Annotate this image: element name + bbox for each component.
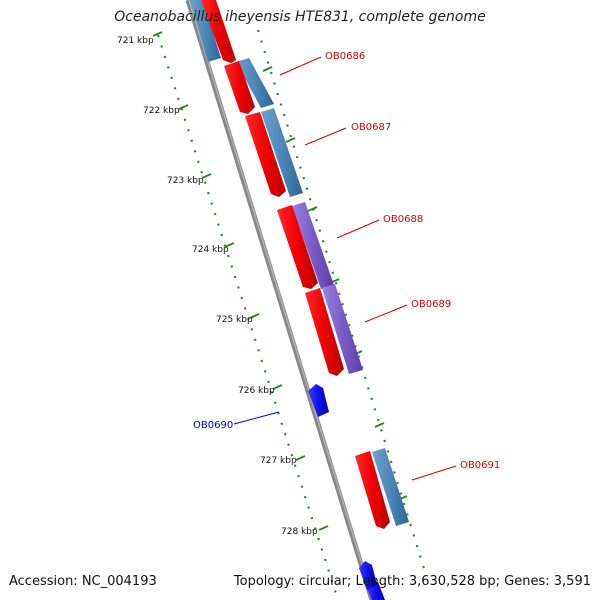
genome-backbone-highlight <box>188 0 374 600</box>
cog-bar-purple <box>292 202 334 289</box>
tick-label: 724 kbp <box>192 245 229 255</box>
gene-ob0686[interactable] <box>224 61 255 114</box>
tick-label: 722 kbp <box>143 106 180 116</box>
tick-label: 723 kbp <box>167 176 204 186</box>
gene-label-ob0691[interactable]: OB0691 <box>460 460 500 471</box>
genome-backbone <box>185 0 375 600</box>
cog-bar-steel <box>261 108 303 197</box>
gene-ob0688[interactable] <box>277 205 318 289</box>
gene-label-ob0689[interactable]: OB0689 <box>411 299 451 310</box>
genome-summary-text: Topology: circular; Length: 3,630,528 bp… <box>233 574 591 589</box>
scale-tick-labels: 721 kbp 722 kbp 723 kbp 724 kbp 725 kbp … <box>117 36 318 537</box>
cog-bar-purple <box>322 284 363 374</box>
tick-label: 726 kbp <box>238 386 275 396</box>
cog-bar-steel <box>236 58 274 108</box>
gene-ob0691[interactable] <box>355 451 390 529</box>
gene-ob0689[interactable] <box>305 288 344 376</box>
cds-track <box>201 0 390 529</box>
reverse-cds-track <box>308 384 377 590</box>
gene-labels: OB0686 OB0687 OB0688 OB0689 OB0690 OB069… <box>193 51 500 471</box>
map-title: Oceanobacillus iheyensis HTE831, complet… <box>114 9 486 25</box>
cog-track <box>190 0 409 600</box>
cog-bar-steel <box>190 0 221 62</box>
gene-label-ob0690[interactable]: OB0690 <box>193 420 233 431</box>
tick-label: 725 kbp <box>216 315 253 325</box>
inner-major-ticks <box>152 31 329 531</box>
gene-label-ob0688[interactable]: OB0688 <box>383 214 423 225</box>
tick-label: 721 kbp <box>117 36 154 46</box>
tick-label: 727 kbp <box>260 456 297 466</box>
gene-ob0690[interactable] <box>308 384 329 417</box>
gene-leader-lines <box>233 56 457 481</box>
accession-text: Accession: NC_004193 <box>9 574 157 589</box>
gene-ob0687[interactable] <box>245 112 286 197</box>
gene-label-ob0687[interactable]: OB0687 <box>351 122 391 133</box>
gene-ob0692-partial[interactable] <box>359 561 377 590</box>
cog-bar-steel <box>372 448 409 526</box>
gene-label-ob0686[interactable]: OB0686 <box>325 51 365 62</box>
tick-label: 728 kbp <box>281 527 318 537</box>
gene-ob0685-partial[interactable] <box>201 0 236 63</box>
